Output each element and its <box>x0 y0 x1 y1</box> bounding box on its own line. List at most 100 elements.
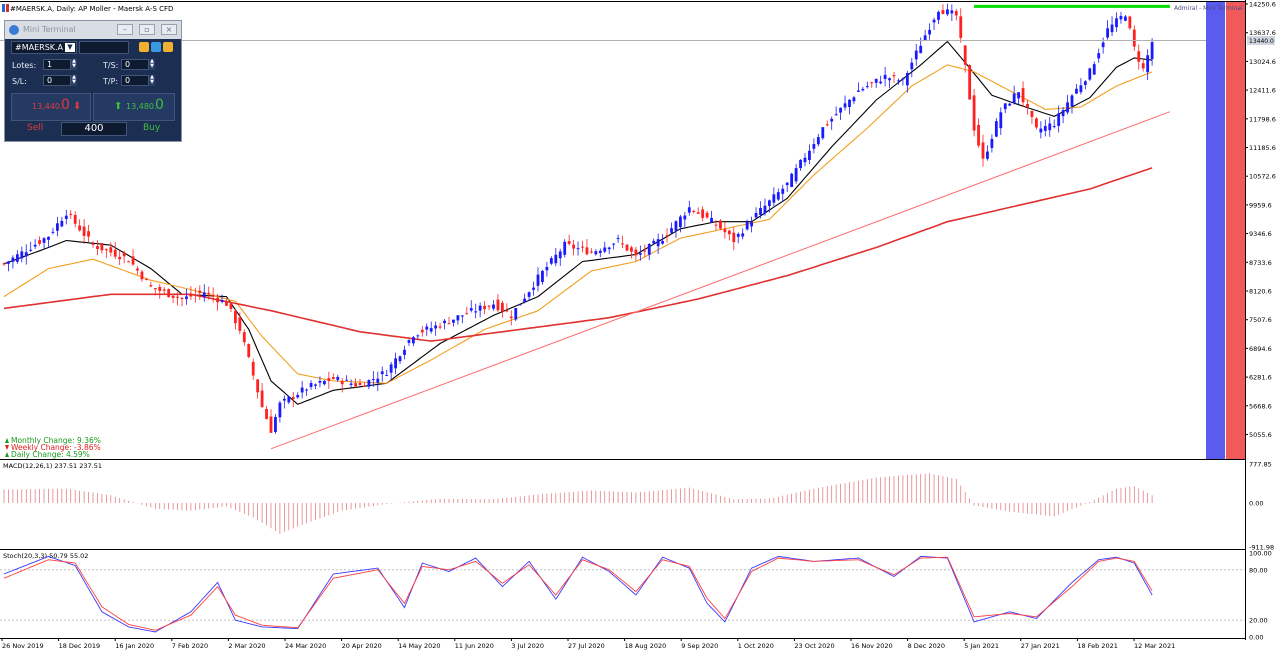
candle-body <box>216 297 219 303</box>
candle-body <box>11 257 15 262</box>
candle-body <box>136 268 139 271</box>
candle-body <box>33 244 37 247</box>
candle-body <box>376 378 380 383</box>
stoch-title: Stoch(20,3,3) 50.79 55.02 <box>3 552 88 560</box>
candle-body <box>545 266 549 271</box>
candle-body <box>558 251 562 259</box>
buy-price-button[interactable]: ⬆ 13,480. 0 <box>93 93 175 121</box>
monthly-change: Monthly Change: 9.36% <box>11 436 101 445</box>
maximize-icon[interactable]: ▫ <box>139 24 155 35</box>
candle-body <box>367 380 371 387</box>
candle-body <box>185 296 188 299</box>
time-tick-label: 27 Jan 2021 <box>1021 642 1060 650</box>
candle-body <box>487 305 491 307</box>
candle-body <box>727 230 731 235</box>
sl-stepper[interactable]: ▲ ▼ <box>71 74 77 86</box>
chevron-down-icon[interactable]: ▼ <box>65 43 75 52</box>
tp-label: T/P: <box>103 77 119 86</box>
candle-body <box>959 16 963 38</box>
mini-terminal-titlebar[interactable]: Mini Terminal – ▫ × <box>5 21 181 39</box>
candle-body <box>1106 28 1109 38</box>
candle-body <box>763 205 767 214</box>
candle-body <box>407 340 411 343</box>
ts-input[interactable]: 0 <box>121 59 149 70</box>
candle-body <box>305 389 308 391</box>
candle-body <box>1124 16 1127 21</box>
candle-body <box>416 335 420 337</box>
lot-size-input[interactable]: 400 <box>61 122 127 136</box>
candle-body <box>870 82 874 84</box>
candle-body <box>189 293 193 297</box>
ts-stepper[interactable]: ▲ ▼ <box>149 58 155 70</box>
candle-body <box>692 210 696 212</box>
candle-body <box>732 232 736 243</box>
candle-body <box>220 300 224 302</box>
price-tick-label: 11185.6 <box>1249 144 1276 152</box>
candle-body <box>816 137 820 145</box>
candle-body <box>919 45 923 54</box>
lock-icon[interactable] <box>139 42 149 52</box>
macd-tick-label: 777.85 <box>1249 461 1272 469</box>
candle-body <box>776 192 780 200</box>
candle-body <box>905 73 909 86</box>
buy-price-small: 13,480. <box>126 102 157 111</box>
symbol-search-input[interactable] <box>79 41 129 54</box>
candle-body <box>888 78 891 81</box>
lots-label: Lotes: <box>12 61 37 70</box>
tp-stepper[interactable]: ▲ ▼ <box>149 74 155 86</box>
price-tick-label: 14250.6 <box>1249 1 1276 9</box>
candle-body <box>1119 16 1123 20</box>
minimize-icon[interactable]: – <box>117 24 133 35</box>
buy-button[interactable]: Buy <box>143 123 161 133</box>
candle-body <box>638 253 642 255</box>
sell-price-small: 13,440. <box>32 102 63 111</box>
gear-icon[interactable] <box>151 42 161 52</box>
candle-body <box>198 290 202 294</box>
candle-body <box>674 221 678 231</box>
candle-body <box>1075 88 1078 94</box>
candle-body <box>839 107 842 113</box>
candle-body <box>247 344 251 357</box>
candle-body <box>999 112 1003 129</box>
info-icon[interactable] <box>163 42 173 52</box>
candle-body <box>527 292 531 297</box>
candle-body <box>928 29 931 35</box>
candle-body <box>790 173 794 187</box>
time-tick-label: 1 Oct 2020 <box>738 642 774 650</box>
candle-body <box>456 315 460 321</box>
arrow-up-icon: ⬆ <box>114 101 123 112</box>
time-tick-label: 3 Jul 2020 <box>511 642 544 650</box>
candle-body <box>425 326 429 330</box>
lots-input[interactable]: 1 <box>43 59 71 70</box>
close-icon[interactable]: × <box>161 24 177 35</box>
candle-body <box>358 383 362 385</box>
candle-body <box>590 251 593 253</box>
time-tick-label: 9 Sep 2020 <box>681 642 718 650</box>
sell-button[interactable]: Sell <box>27 123 44 133</box>
candle-body <box>460 315 464 317</box>
tp-input[interactable]: 0 <box>121 75 149 86</box>
sl-input[interactable]: 0 <box>43 75 71 86</box>
sell-price-button[interactable]: 13,440. 0 ⬇ <box>11 93 91 121</box>
candle-body <box>621 243 624 245</box>
symbol-select[interactable]: #MAERSK.A <box>11 41 77 54</box>
candle-body <box>719 220 722 229</box>
candle-body <box>127 261 130 263</box>
candle-body <box>82 226 86 236</box>
candle-body <box>443 320 446 324</box>
candle-body <box>1128 16 1132 29</box>
candle-body <box>238 317 242 331</box>
lots-stepper[interactable]: ▲ ▼ <box>71 58 77 70</box>
price-tick-label: 5055.6 <box>1249 431 1272 439</box>
mini-terminal[interactable]: Mini Terminal – ▫ × #MAERSK.A ▼ Lotes: 1… <box>4 20 182 142</box>
candle-body <box>24 252 28 257</box>
candle-body <box>981 142 985 159</box>
candle-body <box>541 270 544 283</box>
candle-body <box>225 301 228 306</box>
candle-body <box>554 254 558 264</box>
candle-body <box>434 325 438 329</box>
arrow-down-icon: ⬇ <box>73 101 82 112</box>
candle-body <box>242 332 246 343</box>
candle-body <box>1110 24 1114 33</box>
